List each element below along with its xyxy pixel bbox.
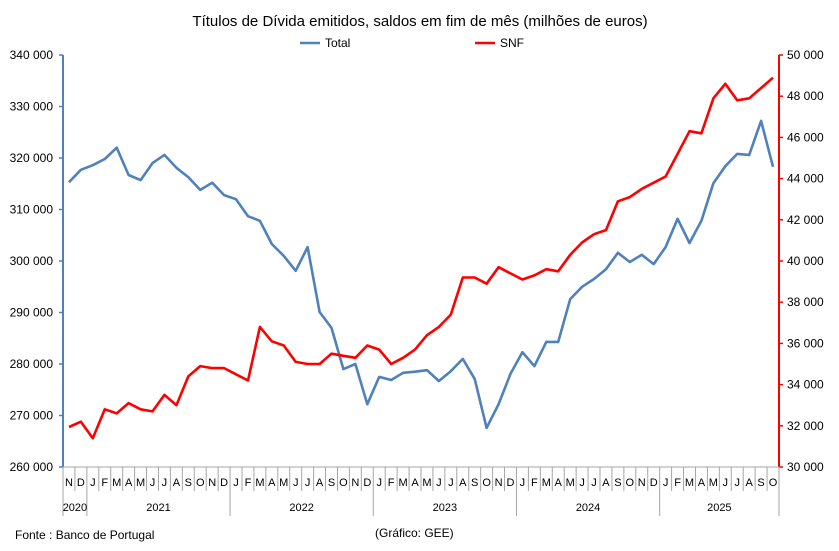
left-axis-tick-label: 320 000 bbox=[10, 151, 54, 165]
year-label: 2024 bbox=[576, 502, 600, 514]
left-axis-tick-label: 340 000 bbox=[10, 48, 54, 62]
month-label: N bbox=[495, 477, 503, 489]
month-label: M bbox=[566, 477, 575, 489]
left-axis-tick-label: 270 000 bbox=[10, 409, 54, 423]
series-line-snf bbox=[68, 76, 774, 440]
month-label: O bbox=[482, 477, 491, 489]
month-label: M bbox=[399, 477, 408, 489]
right-axis-tick-label: 34 000 bbox=[787, 378, 824, 392]
year-label: 2023 bbox=[433, 502, 457, 514]
year-label: 2025 bbox=[707, 502, 731, 514]
month-label: J bbox=[305, 477, 311, 489]
right-axis-tick-label: 38 000 bbox=[787, 295, 824, 309]
month-label: A bbox=[555, 477, 563, 489]
left-axis-tick-label: 260 000 bbox=[10, 460, 54, 474]
month-label: N bbox=[638, 477, 646, 489]
chart-title: Títulos de Dívida emitidos, saldos em fi… bbox=[192, 13, 647, 30]
month-label: J bbox=[233, 477, 239, 489]
left-axis-tick-label: 280 000 bbox=[10, 357, 54, 371]
month-label: M bbox=[136, 477, 145, 489]
month-label: O bbox=[196, 477, 205, 489]
source-note: Fonte : Banco de Portugal bbox=[15, 528, 154, 542]
month-label: F bbox=[674, 477, 681, 489]
month-label: J bbox=[520, 477, 526, 489]
year-label: 2020 bbox=[63, 502, 87, 514]
month-label: O bbox=[626, 477, 635, 489]
month-label: F bbox=[531, 477, 538, 489]
month-label: A bbox=[411, 477, 419, 489]
series-lines bbox=[68, 76, 775, 440]
month-label: D bbox=[507, 477, 515, 489]
month-label: D bbox=[220, 477, 228, 489]
right-axis-tick-label: 50 000 bbox=[787, 48, 824, 62]
month-label: M bbox=[542, 477, 551, 489]
month-label: A bbox=[698, 477, 706, 489]
legend-label-snf: SNF bbox=[500, 36, 524, 50]
month-label: A bbox=[459, 477, 467, 489]
month-label: A bbox=[125, 477, 133, 489]
month-label: M bbox=[685, 477, 694, 489]
legend-label-total: Total bbox=[325, 36, 350, 50]
month-label: J bbox=[376, 477, 382, 489]
right-axis-tick-label: 36 000 bbox=[787, 336, 824, 350]
right-axis-tick-label: 30 000 bbox=[787, 460, 824, 474]
right-axis-tick-label: 40 000 bbox=[787, 254, 824, 268]
month-label: M bbox=[112, 477, 121, 489]
month-label: F bbox=[388, 477, 395, 489]
axes: 260 000 270 000 280 000 290 000 300 000 310 0… bbox=[10, 48, 824, 516]
right-axis-tick-label: 42 000 bbox=[787, 213, 824, 227]
month-label: N bbox=[65, 477, 73, 489]
month-label: A bbox=[316, 477, 324, 489]
left-axis-tick-label: 310 000 bbox=[10, 203, 54, 217]
month-label: N bbox=[208, 477, 216, 489]
credit-note: (Gráfico: GEE) bbox=[375, 526, 454, 540]
month-label: J bbox=[90, 477, 96, 489]
month-label: J bbox=[150, 477, 156, 489]
month-label: S bbox=[185, 477, 192, 489]
month-label: S bbox=[757, 477, 764, 489]
year-label: 2022 bbox=[289, 502, 313, 514]
month-label: J bbox=[663, 477, 669, 489]
month-label: O bbox=[769, 477, 778, 489]
month-label: D bbox=[650, 477, 658, 489]
month-label: J bbox=[436, 477, 442, 489]
month-label: J bbox=[591, 477, 597, 489]
right-axis-tick-label: 48 000 bbox=[787, 89, 824, 103]
month-label: D bbox=[77, 477, 85, 489]
left-axis-tick-label: 300 000 bbox=[10, 254, 54, 268]
month-label: M bbox=[255, 477, 264, 489]
month-label: M bbox=[709, 477, 718, 489]
right-axis-tick-label: 44 000 bbox=[787, 172, 824, 186]
month-label: S bbox=[614, 477, 621, 489]
month-label: M bbox=[422, 477, 431, 489]
left-axis-tick-label: 290 000 bbox=[10, 306, 54, 320]
month-label: J bbox=[734, 477, 740, 489]
month-label: A bbox=[268, 477, 276, 489]
month-label: N bbox=[351, 477, 359, 489]
month-label: D bbox=[363, 477, 371, 489]
month-label: S bbox=[328, 477, 335, 489]
month-label: J bbox=[448, 477, 454, 489]
month-label: S bbox=[471, 477, 478, 489]
series-line-total bbox=[68, 119, 775, 430]
right-axis-tick-label: 32 000 bbox=[787, 419, 824, 433]
left-axis-tick-label: 330 000 bbox=[10, 100, 54, 114]
month-label: J bbox=[579, 477, 585, 489]
month-label: J bbox=[293, 477, 299, 489]
month-label: J bbox=[162, 477, 168, 489]
month-label: J bbox=[723, 477, 729, 489]
month-label: A bbox=[745, 477, 753, 489]
right-axis-tick-label: 46 000 bbox=[787, 130, 824, 144]
month-label: O bbox=[339, 477, 348, 489]
month-label: M bbox=[279, 477, 288, 489]
month-label: A bbox=[173, 477, 181, 489]
legend: Total SNF bbox=[300, 36, 524, 50]
year-label: 2021 bbox=[146, 502, 170, 514]
month-label: F bbox=[101, 477, 108, 489]
month-label: F bbox=[245, 477, 252, 489]
month-label: A bbox=[602, 477, 610, 489]
